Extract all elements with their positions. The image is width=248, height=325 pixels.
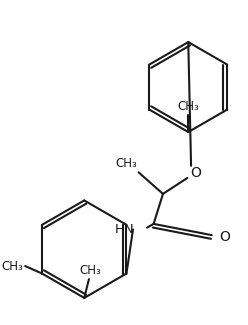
Text: O: O xyxy=(219,230,230,244)
Text: HN: HN xyxy=(114,223,134,236)
Text: CH₃: CH₃ xyxy=(79,264,101,277)
Text: CH₃: CH₃ xyxy=(177,100,199,113)
Text: CH₃: CH₃ xyxy=(1,260,23,273)
Text: CH₃: CH₃ xyxy=(115,158,137,171)
Text: O: O xyxy=(190,166,201,180)
